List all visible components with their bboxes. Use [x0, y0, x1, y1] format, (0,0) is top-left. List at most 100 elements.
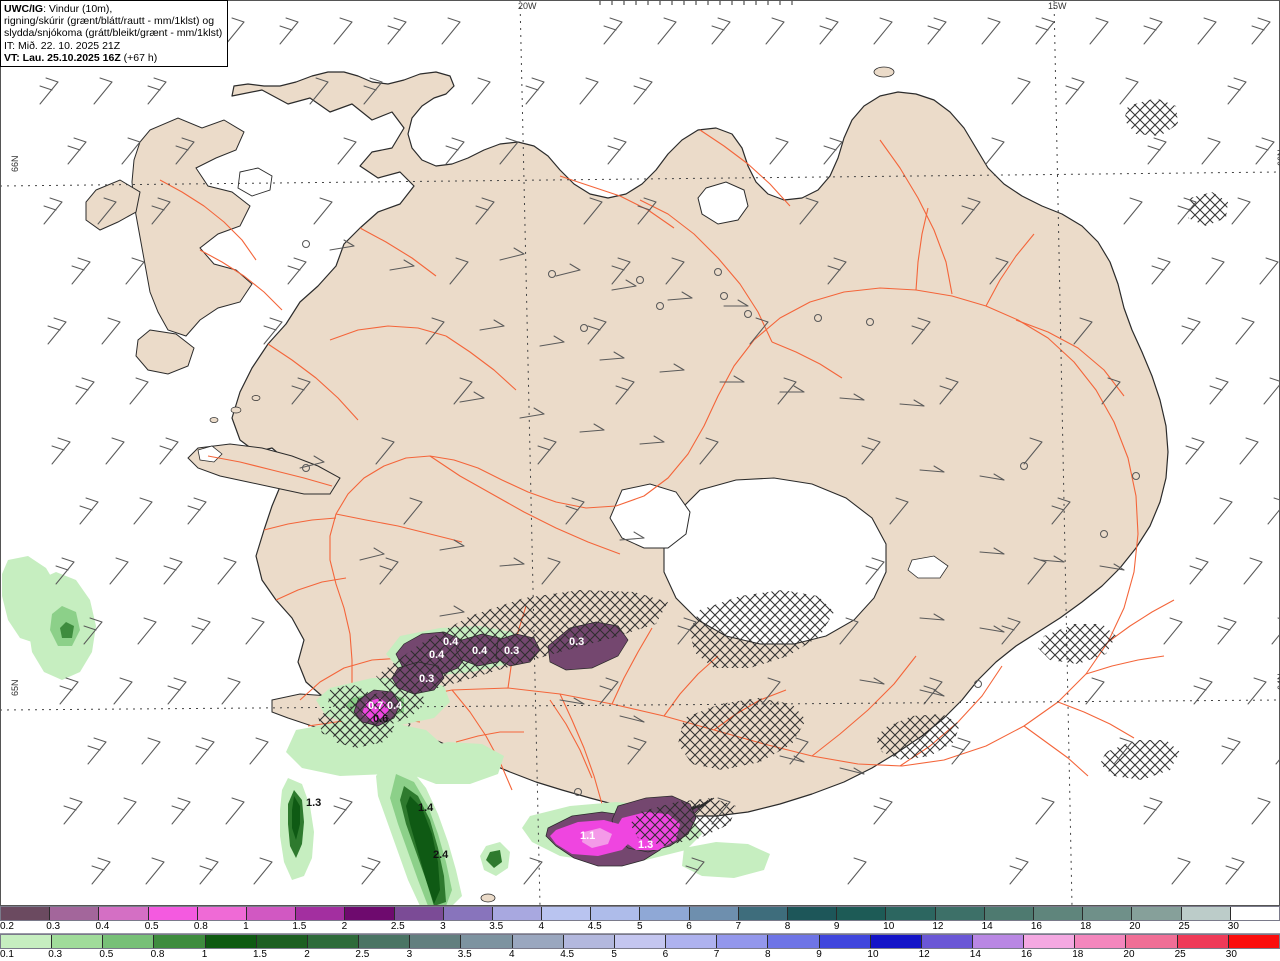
rain-band-south-inner: [406, 796, 440, 904]
wind-barb: [1221, 737, 1241, 765]
colorbar-cell[interactable]: [870, 935, 922, 948]
colorbar-cell[interactable]: [410, 935, 462, 948]
precip-label: 0.6: [373, 713, 388, 725]
colorbar-cell[interactable]: [689, 907, 739, 920]
colorbar-cell[interactable]: [640, 907, 690, 920]
colorbar-bottom-scale[interactable]: [0, 934, 1280, 949]
colorbar-cell[interactable]: [972, 935, 1025, 948]
colorbar-cell[interactable]: [307, 935, 360, 948]
colorbar-cell[interactable]: [1075, 935, 1127, 948]
wind-barb: [519, 407, 545, 419]
wind-barb: [499, 247, 525, 261]
colorbar-cell[interactable]: [591, 907, 641, 920]
colorbar-bottom-ticks: 0.1 0.3 0.5 0.8 1 1.5 2 2.5 3 3.5 4 4.5 5 6 7 8 9 10 12 14 1…: [0, 949, 1280, 961]
wind-barb: [1099, 563, 1125, 571]
colorbar-cell[interactable]: [99, 907, 149, 920]
colorbar-cell[interactable]: [768, 935, 820, 948]
wind-barb: [537, 437, 557, 465]
wind-barb: [873, 17, 893, 45]
colorbar-cell[interactable]: [345, 907, 395, 920]
colorbar-cell[interactable]: [197, 907, 247, 920]
road-north-1: [639, 199, 773, 343]
colorbar-cell[interactable]: [984, 907, 1034, 920]
wind-barb: [607, 137, 627, 165]
colorbar-cell[interactable]: [443, 907, 493, 920]
colorbar-cell[interactable]: [542, 907, 592, 920]
wind-barb: [97, 197, 117, 225]
colorbar-cell[interactable]: [492, 907, 543, 920]
precip-label: 0.4: [443, 636, 459, 648]
colorbar-cell[interactable]: [154, 935, 206, 948]
wind-barb: [627, 737, 647, 765]
colorbar-cell[interactable]: [148, 907, 198, 920]
wind-barb: [579, 77, 599, 105]
colorbar-cell[interactable]: [461, 935, 513, 948]
colorbar-cell[interactable]: [563, 935, 615, 948]
colorbar-cell[interactable]: [1181, 907, 1231, 920]
colorbar-cell[interactable]: [1126, 935, 1178, 948]
colorbar-cell[interactable]: [512, 935, 564, 948]
colorbar-cell[interactable]: [205, 935, 257, 948]
colorbar-cell[interactable]: [837, 907, 887, 920]
wind-barb: [475, 197, 495, 225]
wind-barb-field: [39, 17, 1280, 885]
colorbar-cell[interactable]: [921, 935, 973, 948]
colorbar-cell[interactable]: [935, 907, 985, 920]
wind-barb: [1023, 437, 1043, 465]
wind-barb: [425, 317, 445, 345]
colorbar-tick-label: 0.3: [48, 949, 63, 960]
colorbar-cell[interactable]: [1, 935, 53, 948]
wind-barb: [291, 377, 311, 405]
wind-barb: [1085, 677, 1105, 705]
road-westfjords-2: [199, 249, 283, 311]
colorbar-cell[interactable]: [886, 907, 936, 920]
wind-barb: [1035, 17, 1055, 45]
colorbar-cell[interactable]: [246, 907, 297, 920]
wind-barb: [1235, 317, 1255, 345]
colorbar-cell[interactable]: [1177, 935, 1229, 948]
wind-barb: [789, 737, 809, 765]
rain-band-west-inner: [292, 796, 300, 840]
wind-barb: [1177, 197, 1197, 225]
colorbar-cell[interactable]: [50, 907, 100, 920]
colorbar-cell[interactable]: [1, 907, 51, 920]
colorbar-top-scale[interactable]: [0, 906, 1280, 921]
colorbar-tick-label: 12: [932, 921, 944, 932]
wind-barb: [819, 17, 839, 45]
vt-lead: (+67 h): [120, 51, 158, 64]
colorbar-cell[interactable]: [738, 907, 788, 920]
colorbar-cell[interactable]: [52, 935, 104, 948]
colorbar-cell[interactable]: [1230, 907, 1279, 920]
colorbar-cell[interactable]: [819, 935, 871, 948]
colorbar-cell[interactable]: [1024, 935, 1076, 948]
wind-barb: [133, 497, 153, 525]
colorbar-cell[interactable]: [394, 907, 444, 920]
station-marker: [713, 267, 723, 277]
colorbar-tick-label: 8: [765, 949, 771, 960]
colorbar-cell[interactable]: [359, 935, 411, 948]
colorbar-cell[interactable]: [666, 935, 718, 948]
wind-barb: [225, 797, 245, 825]
wind-barb: [599, 351, 625, 361]
colorbar-cell[interactable]: [103, 935, 155, 948]
colorbar-cell[interactable]: [256, 935, 308, 948]
wind-barb: [1163, 617, 1183, 645]
wind-barb: [979, 473, 1005, 481]
colorbar-tick-label: 9: [833, 921, 840, 932]
wind-barb: [245, 617, 265, 645]
island-grimsey: [873, 66, 895, 78]
forecast-map[interactable]: 0.4 0.4 0.3 0.4 0.3 0.3 0.7 0.4 0.6 1.3 …: [0, 0, 1280, 906]
colorbar-cell[interactable]: [1132, 907, 1182, 920]
colorbar-cell[interactable]: [614, 935, 667, 948]
colorbar-cell[interactable]: [788, 907, 838, 920]
road-branch-l: [445, 335, 517, 391]
colorbar-cell[interactable]: [1033, 907, 1084, 920]
colorbar-cell[interactable]: [1228, 935, 1279, 948]
colorbar-cell[interactable]: [717, 935, 769, 948]
wind-barb: [579, 423, 605, 433]
colorbar-cell[interactable]: [1083, 907, 1133, 920]
wind-barb: [59, 677, 79, 705]
colorbar-tick-label: 4: [509, 949, 515, 960]
wind-barb: [87, 737, 107, 765]
colorbar-cell[interactable]: [296, 907, 346, 920]
